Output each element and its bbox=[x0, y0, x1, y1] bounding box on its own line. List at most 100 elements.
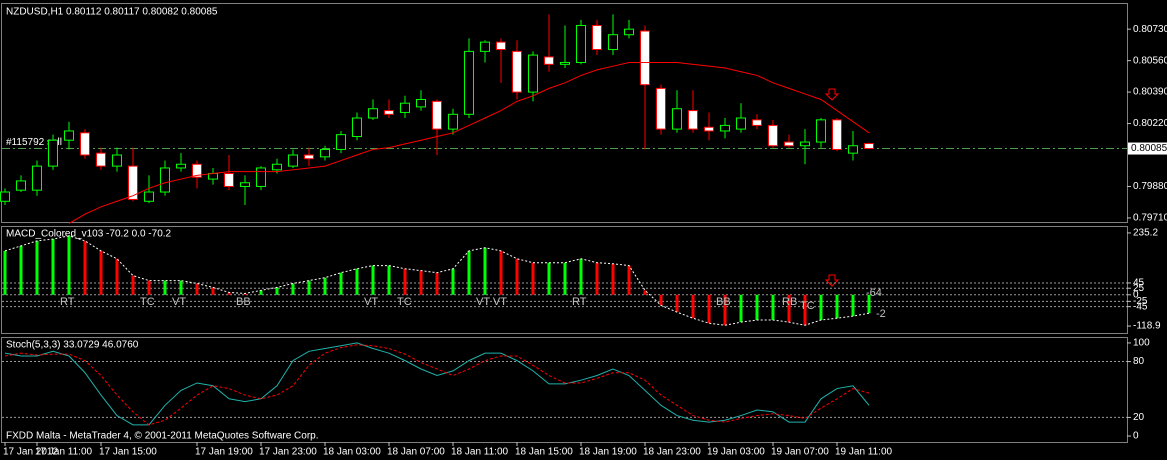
macd-bar bbox=[131, 275, 135, 295]
candle-body bbox=[592, 24, 602, 51]
macd-bar bbox=[435, 272, 439, 295]
candle-body bbox=[480, 41, 490, 52]
macd-bar bbox=[19, 245, 23, 295]
macd-annotation: TC bbox=[397, 296, 412, 308]
macd-annotation: RT bbox=[572, 296, 587, 308]
macd-bar bbox=[51, 239, 55, 295]
macd-bar bbox=[3, 250, 7, 295]
y-tick-label: 20 bbox=[1133, 412, 1145, 423]
macd-bar bbox=[419, 270, 423, 295]
x-tick-label: 17 Jan 23:00 bbox=[259, 447, 317, 458]
candle-body bbox=[432, 100, 442, 130]
y-tick-label: 80 bbox=[1133, 356, 1145, 367]
macd-bar bbox=[851, 294, 855, 317]
candle-body bbox=[128, 165, 138, 200]
macd-bar bbox=[83, 240, 87, 295]
candle-body bbox=[464, 50, 474, 115]
y-tick-label: 0.79710 bbox=[1133, 213, 1167, 224]
candle-body bbox=[64, 130, 74, 141]
candle-body bbox=[352, 117, 362, 138]
macd-annotation: BB bbox=[716, 296, 731, 308]
macd-bar bbox=[659, 294, 663, 306]
candle-body bbox=[704, 126, 714, 132]
macd-bar bbox=[451, 268, 455, 295]
signal-arrow bbox=[824, 88, 840, 101]
candle-body bbox=[32, 165, 42, 191]
macd-bar bbox=[339, 272, 343, 295]
candle-body bbox=[656, 87, 666, 130]
macd-bar bbox=[323, 277, 327, 295]
macd-bar bbox=[611, 263, 615, 295]
macd-annotation: VT bbox=[364, 296, 378, 308]
macd-title: MACD_Colored_v103 -70.2 0.0 -70.2 bbox=[6, 229, 172, 240]
macd-bar bbox=[803, 294, 807, 326]
macd-bar bbox=[515, 258, 519, 295]
macd-annotation: TC bbox=[800, 300, 815, 312]
macd-bar bbox=[147, 280, 151, 295]
footer: FXDD Malta - MetaTrader 4, © 2001-2011 M… bbox=[6, 431, 319, 442]
x-tick-label: 18 Jan 23:00 bbox=[643, 447, 701, 458]
macd-bar bbox=[307, 280, 311, 295]
x-tick-label: 17 Jan 2012 bbox=[3, 447, 58, 458]
candle-body bbox=[624, 28, 634, 36]
x-tick-label: 17 Jan 19:00 bbox=[195, 447, 253, 458]
candle-body bbox=[848, 145, 858, 154]
y-tick-label: 0.79880 bbox=[1133, 181, 1167, 192]
macd-bar bbox=[739, 294, 743, 323]
candle-body bbox=[544, 56, 554, 65]
moving-average bbox=[68, 61, 870, 224]
candle-body bbox=[320, 148, 330, 158]
macd-bar bbox=[675, 294, 679, 313]
y-tick-label: 0.80220 bbox=[1133, 118, 1167, 129]
macd-bar bbox=[531, 262, 535, 295]
candle-body bbox=[256, 167, 266, 187]
candle-body bbox=[16, 180, 26, 191]
candle-body bbox=[400, 102, 410, 113]
order-label: #115792 sell bbox=[6, 137, 62, 148]
stoch-line bbox=[4, 344, 870, 426]
candle-body bbox=[672, 108, 682, 130]
macd-annotation: -64 bbox=[866, 287, 882, 299]
main-title: NZDUSD,H1 0.80112 0.80117 0.80082 0.8008… bbox=[6, 7, 218, 18]
macd-bar bbox=[467, 250, 471, 295]
candle-body bbox=[816, 119, 826, 143]
macd-bar bbox=[291, 283, 295, 295]
y-tick-label: 100 bbox=[1133, 338, 1150, 349]
macd-bar bbox=[179, 280, 183, 295]
macd-bar bbox=[387, 265, 391, 295]
macd-annotation: RB bbox=[782, 296, 797, 308]
candle-body bbox=[784, 141, 794, 147]
macd-bar bbox=[211, 287, 215, 295]
x-tick-label: 18 Jan 15:00 bbox=[515, 447, 573, 458]
y-tick-label: 0.80390 bbox=[1133, 87, 1167, 98]
candle-body bbox=[768, 124, 778, 147]
macd-bar bbox=[627, 265, 631, 295]
x-tick-label: 18 Jan 19:00 bbox=[579, 447, 637, 458]
macd-bar bbox=[835, 294, 839, 319]
candle-body bbox=[416, 98, 426, 108]
macd-bar bbox=[243, 293, 247, 295]
candle-body bbox=[720, 124, 730, 132]
candle-body bbox=[272, 163, 282, 171]
macd-bar bbox=[755, 294, 759, 321]
macd-bar bbox=[867, 294, 871, 314]
last-price-box bbox=[1128, 142, 1167, 155]
stoch-panel bbox=[1, 337, 1128, 443]
macd-bar bbox=[163, 280, 167, 295]
stoch-title: Stoch(5,3,3) 33.0729 46.0760 bbox=[6, 340, 139, 351]
macd-annotation: VT bbox=[172, 296, 186, 308]
macd-bar bbox=[195, 283, 199, 295]
y-tick-label: -25 bbox=[1133, 296, 1148, 307]
candle-body bbox=[336, 134, 346, 150]
x-tick-label: 17 Jan 15:00 bbox=[99, 447, 157, 458]
candle-body bbox=[832, 119, 842, 150]
macd-bar bbox=[67, 235, 71, 295]
candle-body bbox=[48, 139, 58, 167]
x-tick-label: 18 Jan 11:00 bbox=[451, 447, 509, 458]
candle-body bbox=[240, 182, 250, 187]
y-tick-label: 45 bbox=[1133, 278, 1145, 289]
macd-signal-line bbox=[4, 235, 870, 326]
y-tick-label: 235.2 bbox=[1133, 228, 1158, 239]
candle-body bbox=[224, 173, 234, 187]
